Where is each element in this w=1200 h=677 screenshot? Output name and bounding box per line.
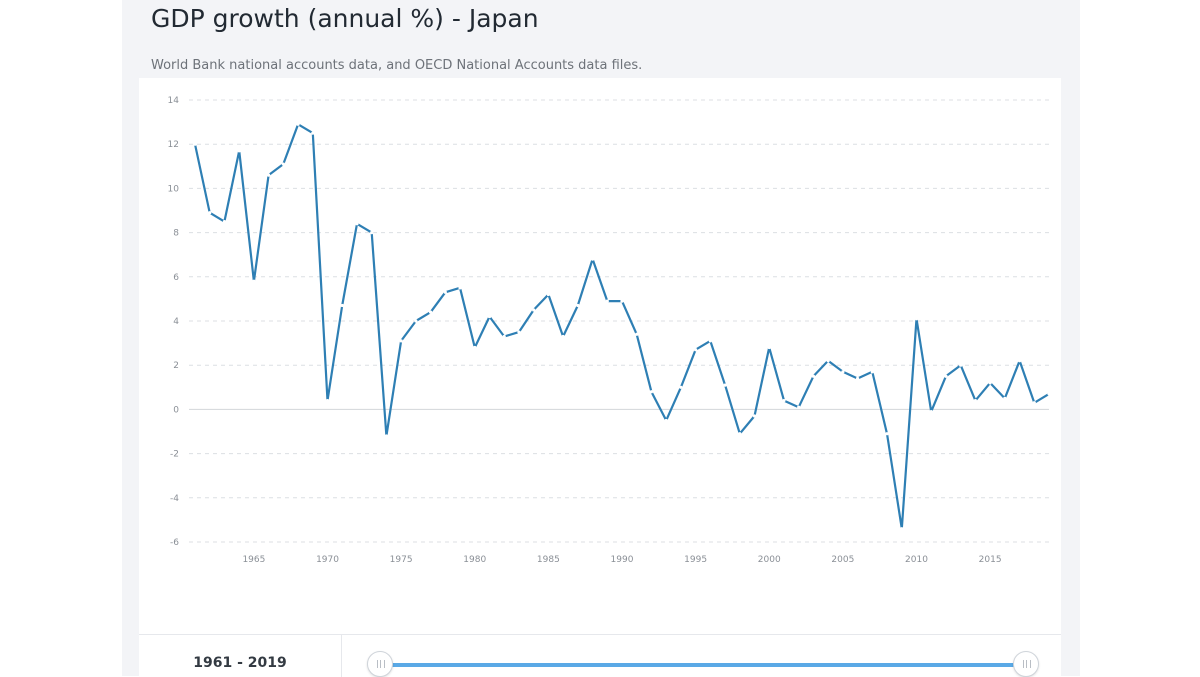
- data-point: [370, 231, 374, 235]
- data-point: [1047, 392, 1051, 396]
- range-slider-start-handle[interactable]: [367, 651, 393, 677]
- x-tick-label: 1990: [611, 555, 634, 565]
- data-point: [988, 381, 992, 385]
- data-point: [222, 219, 227, 224]
- data-point: [237, 149, 241, 153]
- data-point: [782, 398, 786, 403]
- y-tick-label: 12: [168, 140, 179, 150]
- data-point: [340, 303, 344, 308]
- grip-icon: [377, 660, 385, 668]
- x-tick-label: 2010: [905, 555, 928, 565]
- data-point: [870, 370, 874, 374]
- range-label-box: 1961 - 2019: [139, 635, 342, 677]
- data-point: [414, 319, 418, 323]
- data-point: [797, 405, 801, 409]
- data-point: [1003, 396, 1007, 400]
- y-tick-label: 6: [173, 273, 179, 283]
- data-point: [473, 345, 477, 350]
- data-point: [311, 131, 315, 135]
- x-tick-label: 2015: [979, 555, 1002, 565]
- data-point: [399, 339, 403, 343]
- y-tick-label: 0: [173, 405, 179, 415]
- data-point: [281, 162, 285, 166]
- data-point: [1017, 359, 1022, 363]
- data-point: [811, 374, 816, 378]
- data-point: [296, 122, 300, 126]
- data-point: [929, 410, 933, 414]
- data-point: [546, 292, 550, 297]
- range-label: 1961 - 2019: [193, 655, 287, 671]
- data-point: [649, 390, 654, 394]
- data-point: [664, 418, 668, 423]
- line-chart[interactable]: 14 12 10 8 6 4 2 0 -2 -4 -6 1965 1970 1975 1980 1985 199…: [139, 78, 1061, 634]
- data-point: [973, 398, 977, 403]
- grip-icon: [1023, 660, 1031, 668]
- x-tick-label: 1985: [537, 555, 560, 565]
- x-tick-label: 2000: [758, 555, 781, 565]
- y-tick-label: 2: [173, 361, 179, 371]
- data-point: [900, 527, 904, 531]
- x-tick-label: 1995: [684, 555, 707, 565]
- data-point: [620, 299, 624, 303]
- data-point: [752, 414, 757, 418]
- data-point: [826, 359, 830, 363]
- x-tick-label: 1980: [463, 555, 486, 565]
- page-subtitle: World Bank national accounts data, and O…: [151, 58, 643, 73]
- data-point: [532, 308, 536, 312]
- data-point: [487, 314, 492, 319]
- y-tick-label: 8: [173, 229, 179, 239]
- data-point: [208, 211, 212, 215]
- range-selector: 1961 - 2019: [139, 634, 1061, 677]
- data-point: [885, 432, 889, 436]
- range-slider-track[interactable]: [391, 663, 1027, 667]
- data-point: [738, 432, 742, 436]
- data-point: [325, 398, 330, 403]
- data-point: [193, 142, 197, 146]
- data-point: [694, 348, 698, 352]
- y-tick-label: -6: [170, 538, 179, 548]
- data-point: [855, 376, 860, 381]
- y-tick-label: 10: [168, 184, 180, 194]
- data-point: [428, 310, 433, 314]
- data-point: [1032, 401, 1036, 405]
- data-point: [944, 374, 948, 378]
- data-point: [561, 334, 565, 339]
- data-point: [841, 370, 845, 374]
- data-point: [252, 279, 256, 283]
- data-point: [590, 257, 595, 261]
- x-tick-label: 1975: [390, 555, 413, 565]
- data-point: [443, 290, 447, 294]
- data-point: [708, 339, 712, 343]
- x-tick-label: 2005: [831, 555, 854, 565]
- page-title: GDP growth (annual %) - Japan: [151, 4, 539, 33]
- data-point: [267, 173, 271, 177]
- x-tick-label: 1965: [242, 555, 265, 565]
- data-point: [605, 299, 609, 303]
- x-tick-label: 1970: [316, 555, 339, 565]
- data-point: [576, 303, 580, 308]
- data-point: [679, 385, 683, 389]
- range-slider-end-handle[interactable]: [1013, 651, 1039, 677]
- data-point: [384, 434, 389, 438]
- y-tick-label: -2: [170, 450, 179, 460]
- data-point: [635, 332, 639, 336]
- chart-card: 14 12 10 8 6 4 2 0 -2 -4 -6 1965 1970 1975 1980 1985 199…: [139, 78, 1061, 634]
- data-point: [458, 286, 462, 290]
- data-point: [959, 363, 963, 367]
- data-point: [914, 317, 919, 321]
- data-point: [723, 383, 727, 387]
- y-tick-label: -4: [170, 494, 179, 504]
- data-point: [355, 222, 359, 226]
- data-point: [502, 334, 506, 339]
- y-tick-label: 14: [168, 96, 180, 106]
- series-line: [193, 123, 1051, 530]
- data-point: [767, 345, 771, 350]
- data-point: [517, 330, 521, 334]
- y-tick-label: 4: [173, 317, 179, 327]
